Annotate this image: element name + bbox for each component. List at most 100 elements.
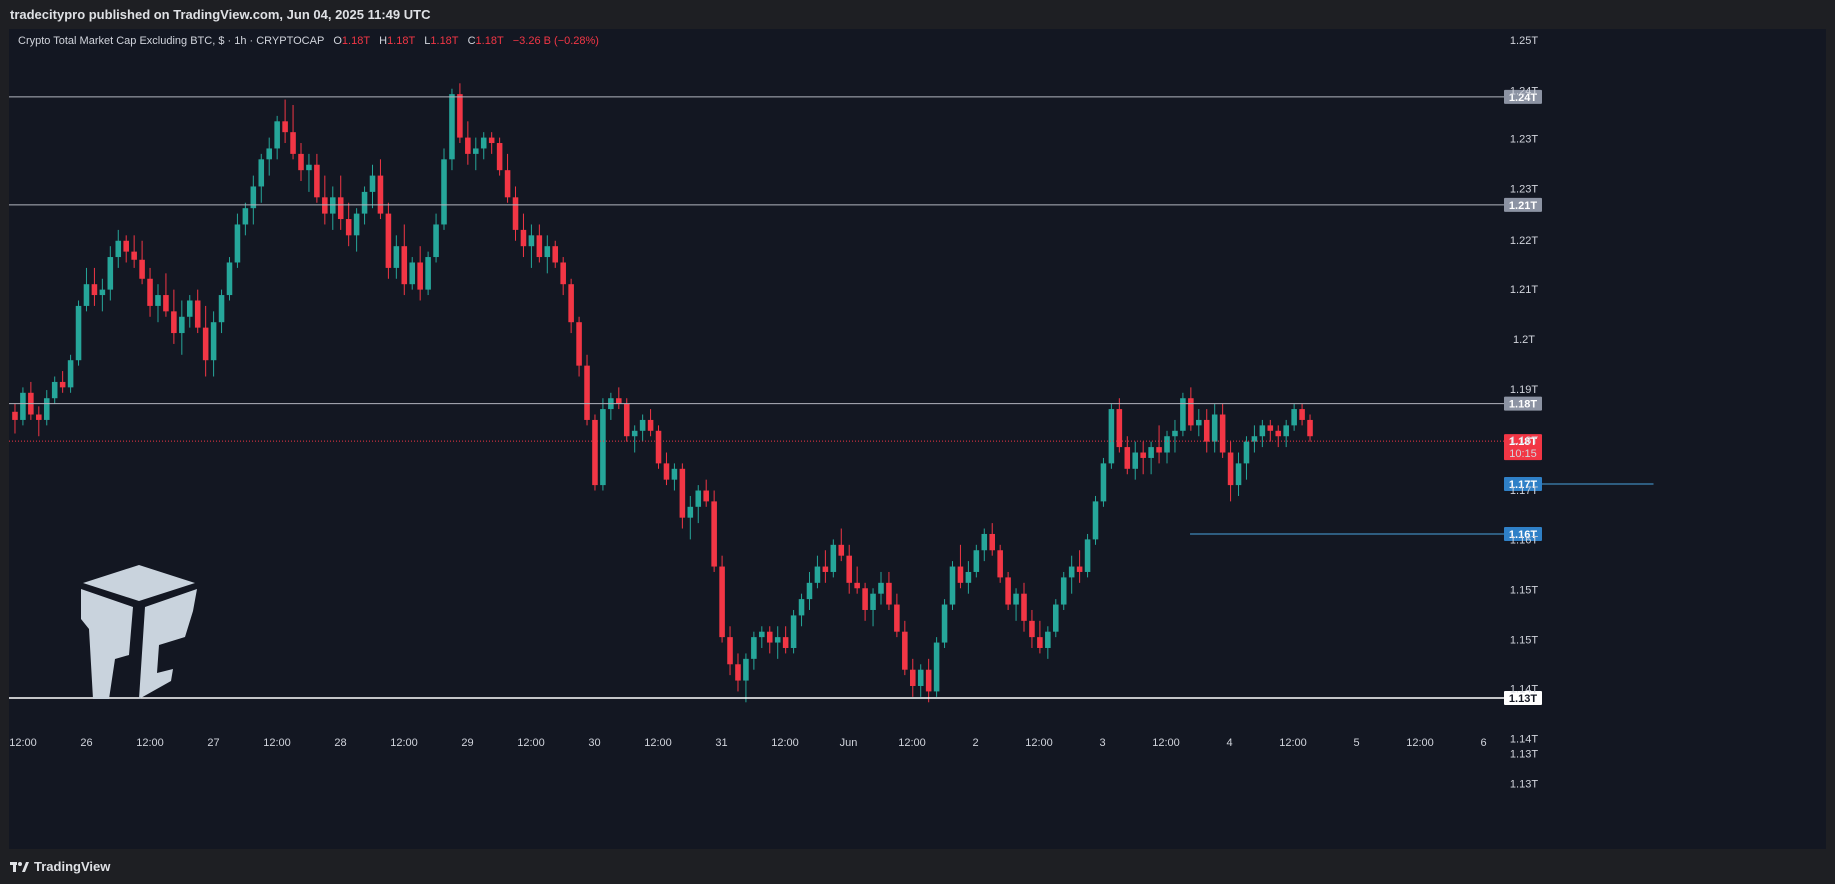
candle-body	[846, 555, 852, 583]
candle-body	[766, 631, 773, 643]
price-axis-label: 1.15T	[1510, 584, 1538, 596]
time-axis-label: 12:00	[1279, 737, 1307, 749]
time-axis-label: 12:00	[263, 737, 291, 749]
candle-body	[1243, 441, 1250, 464]
candle-body	[298, 153, 304, 171]
candle-body	[123, 240, 129, 252]
legend-high-label: H	[379, 35, 388, 47]
candle-body	[1053, 604, 1059, 632]
candle-body	[584, 365, 590, 420]
candle-body	[1100, 463, 1107, 502]
candle-body	[623, 403, 630, 437]
candle-body	[870, 593, 876, 610]
candle-body	[560, 262, 566, 285]
candle-body	[1045, 631, 1051, 648]
candle-body	[12, 411, 18, 420]
candle-body	[345, 219, 352, 236]
candle-body	[1021, 593, 1027, 621]
candle-body	[631, 430, 638, 437]
candle-body	[743, 658, 749, 681]
candle-body	[798, 599, 805, 616]
candle-body	[751, 637, 757, 659]
candle-body	[838, 544, 845, 556]
legend-change-value: −3.26 B (−0.28%)	[512, 35, 599, 47]
legend-low-value: 1.18T	[430, 35, 459, 47]
candle-body	[83, 284, 90, 306]
candle-body	[647, 419, 654, 431]
candle-body	[290, 132, 296, 154]
candle-body	[957, 566, 964, 583]
price-axis-label: 1.18T	[1510, 435, 1538, 447]
candle-body	[1196, 419, 1202, 426]
candle-body	[1076, 566, 1083, 572]
candle-body	[679, 468, 686, 518]
candle-body	[504, 170, 511, 198]
candle-body	[274, 121, 280, 149]
candle-body	[909, 669, 916, 686]
candle-body	[1108, 409, 1115, 464]
candle-body	[1275, 430, 1282, 437]
candle-body	[1259, 425, 1266, 437]
candle-body	[75, 305, 82, 361]
candle-body	[902, 631, 908, 670]
price-axis-label: 1.24T	[1510, 85, 1538, 97]
candle-body	[576, 322, 582, 366]
candle-body	[139, 259, 145, 279]
candle-body	[973, 550, 980, 572]
chart-area[interactable]: 1.24T 1.21T 1.18T 1.17T 1.16T 1.13T 1.18T 10:15…	[9, 29, 1826, 849]
candle-body	[735, 664, 741, 681]
legend-close-label: C	[467, 35, 476, 47]
candle-body	[782, 637, 789, 648]
legend-open-label: O	[333, 35, 342, 47]
candle-body	[1124, 447, 1131, 469]
candle-body	[830, 544, 837, 572]
candle-body	[965, 571, 972, 583]
candle-body	[1068, 566, 1075, 578]
candle-body	[194, 300, 201, 328]
time-axis-label: 30	[588, 737, 600, 749]
candle-body	[1116, 409, 1123, 448]
candle-body	[417, 262, 423, 290]
candle-body	[282, 121, 288, 133]
candle-body	[433, 224, 439, 258]
candle-body	[186, 300, 193, 317]
candle-body	[36, 414, 42, 420]
candle-body	[1251, 436, 1258, 442]
candle-body	[1005, 577, 1011, 605]
time-axis-label: 2	[972, 737, 978, 749]
legend-low-label: L	[424, 35, 431, 47]
candle-body	[266, 148, 272, 160]
candle-body	[179, 316, 185, 334]
candle-body	[997, 550, 1003, 578]
price-axis-label: 1.25T	[1510, 35, 1538, 47]
candlestick-chart[interactable]: 1.24T1.21T1.18T1.17T1.16T1.13T1.18T10:15…	[9, 29, 1826, 849]
price-axis-label: 1.13T	[1510, 748, 1538, 760]
candle-body	[687, 506, 694, 518]
candle-body	[210, 322, 217, 361]
candle-body	[862, 588, 868, 610]
candle-body	[1203, 419, 1210, 442]
candle-body	[1140, 452, 1146, 458]
candle-body	[473, 148, 479, 154]
price-axis-label: 1.13T	[1510, 779, 1538, 791]
candle-body	[1029, 620, 1035, 638]
level-price-tag	[1504, 477, 1542, 492]
candle-body	[51, 381, 58, 399]
price-axis-label: 1.14T	[1510, 684, 1538, 696]
time-axis-label: 6	[1480, 737, 1486, 749]
candle-body	[600, 409, 606, 486]
time-axis-label: 12:00	[1152, 737, 1180, 749]
candle-body	[155, 295, 161, 306]
price-axis-label: 1.14T	[1510, 734, 1538, 746]
last-price-tag-text: 1.18T	[1509, 436, 1537, 448]
time-axis-label: 31	[715, 737, 727, 749]
time-axis-label: Jun	[840, 737, 858, 749]
level-price-tag	[1504, 197, 1542, 212]
candle-body	[941, 604, 948, 643]
tradingview-logo[interactable]: TradingView	[10, 859, 110, 874]
candle-body	[385, 213, 392, 268]
candle-body	[1299, 409, 1305, 420]
candle-body	[337, 197, 344, 220]
candle-body	[592, 419, 598, 486]
candle-body	[1188, 398, 1194, 426]
